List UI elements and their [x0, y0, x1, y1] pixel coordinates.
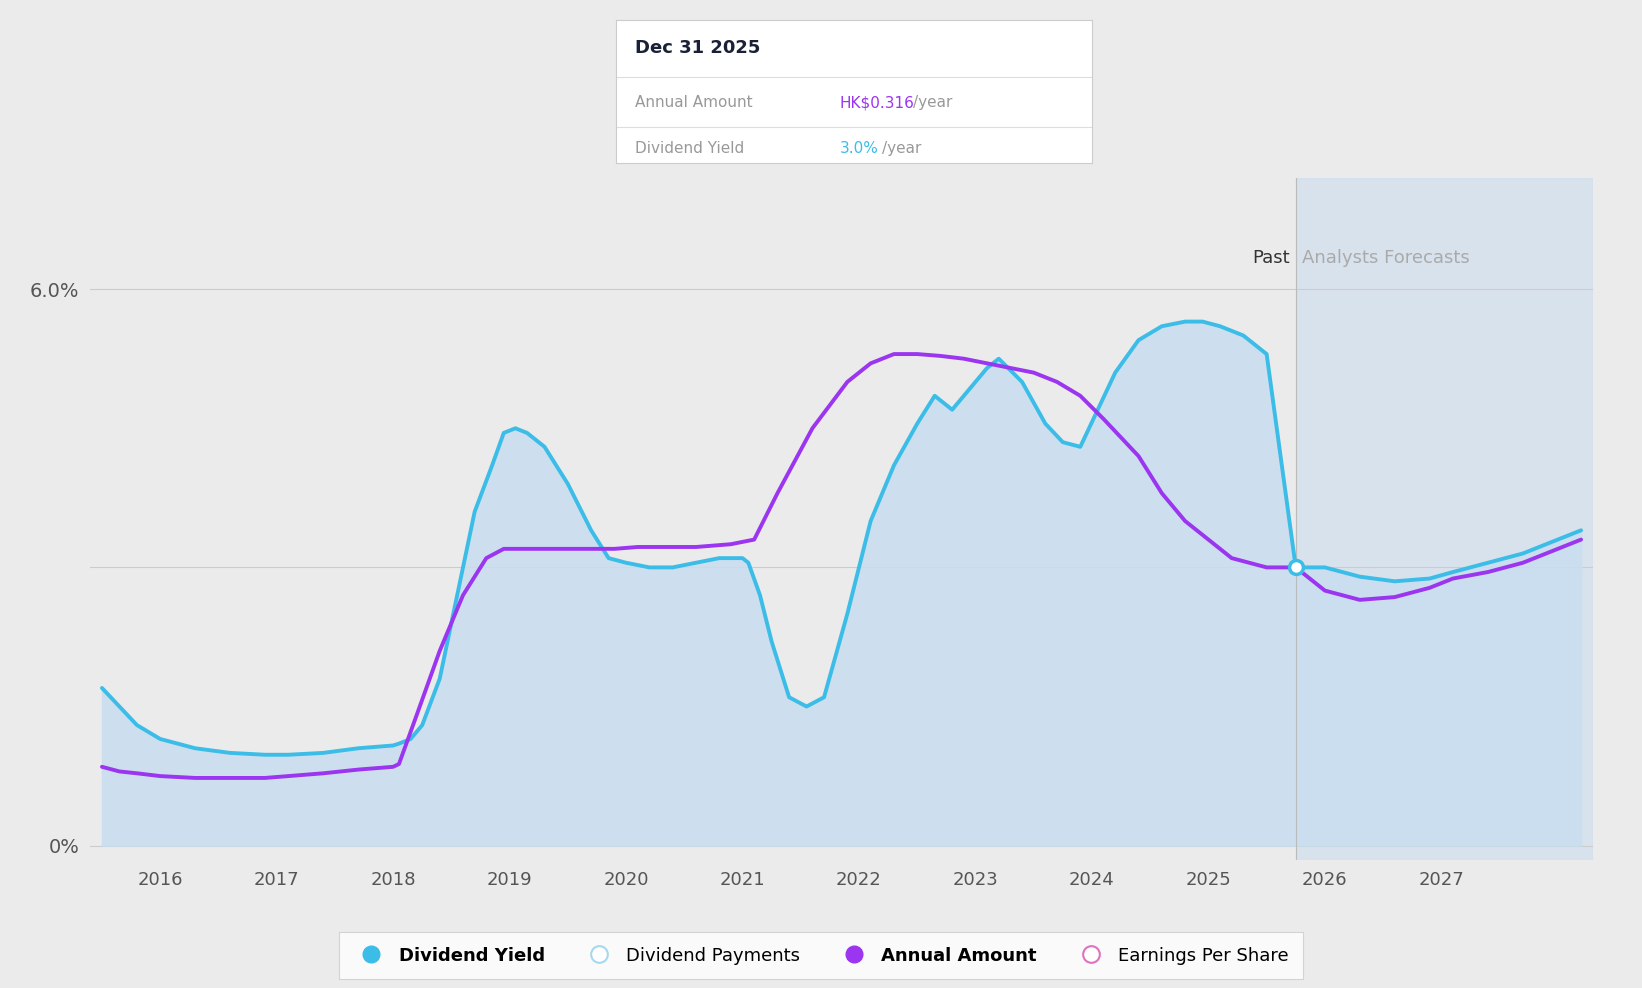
- Text: Past: Past: [1253, 249, 1291, 267]
- Text: /year: /year: [913, 96, 952, 111]
- Text: /year: /year: [882, 141, 921, 156]
- Text: Annual Amount: Annual Amount: [635, 96, 752, 111]
- Legend: Dividend Yield, Dividend Payments, Annual Amount, Earnings Per Share: Dividend Yield, Dividend Payments, Annua…: [338, 932, 1304, 979]
- Text: Analysts Forecasts: Analysts Forecasts: [1302, 249, 1470, 267]
- Bar: [1296, 178, 1593, 860]
- Text: Dividend Yield: Dividend Yield: [635, 141, 744, 156]
- Text: 3.0%: 3.0%: [839, 141, 878, 156]
- Text: Dec 31 2025: Dec 31 2025: [635, 40, 760, 57]
- Text: HK$0.316: HK$0.316: [839, 96, 915, 111]
